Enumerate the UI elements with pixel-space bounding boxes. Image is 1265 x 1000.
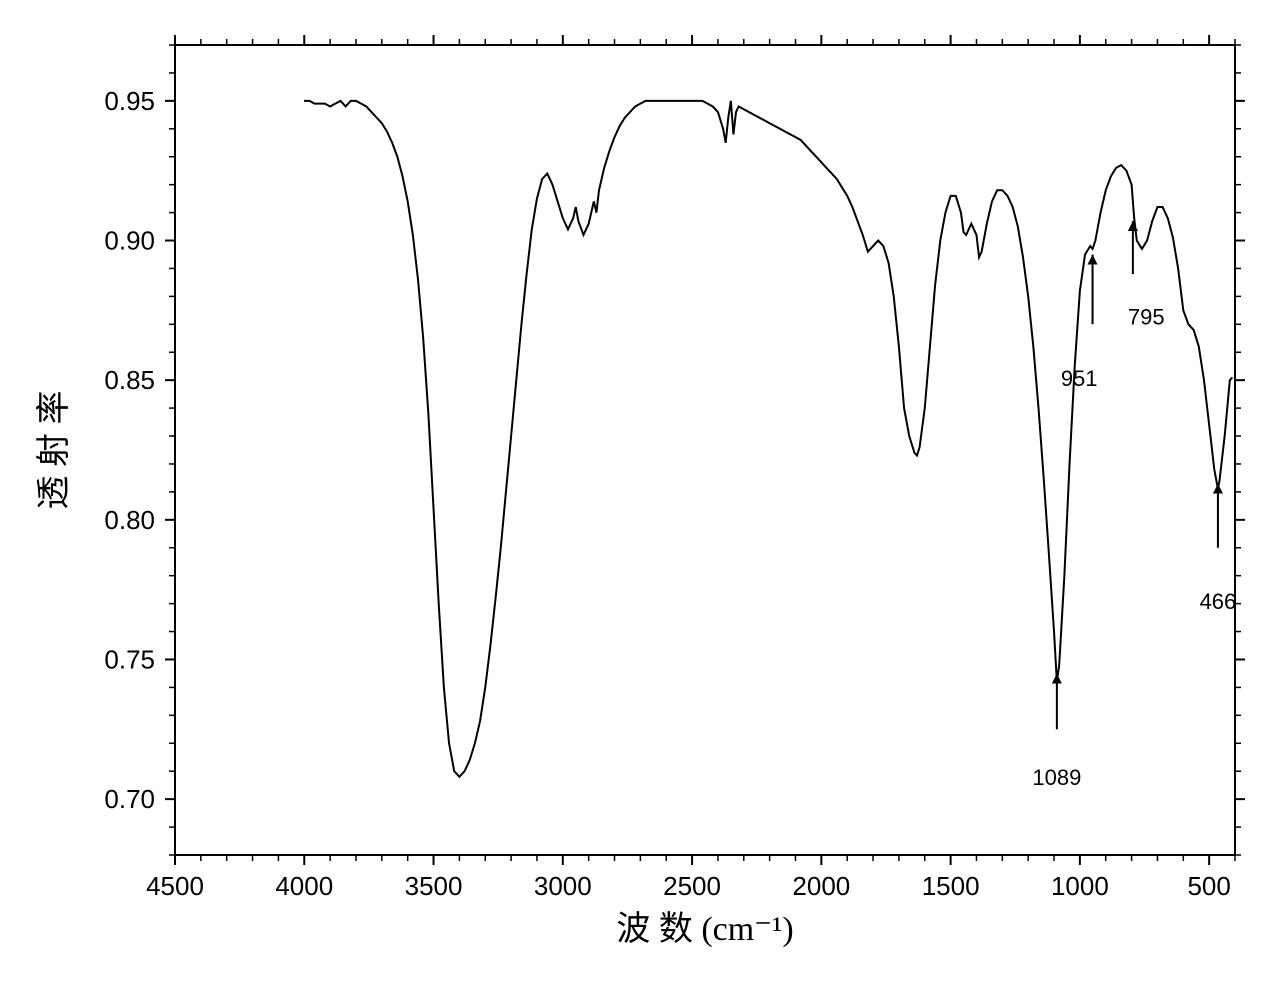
y-axis-label: 透 射 率 [35, 391, 73, 510]
x-axis-label: 波 数 (cm⁻¹) [616, 910, 793, 948]
y-tick-label: 0.85 [104, 365, 155, 395]
x-tick-label: 1000 [1051, 871, 1109, 901]
y-tick-label: 0.70 [104, 784, 155, 814]
x-tick-label: 4000 [275, 871, 333, 901]
y-tick-label: 0.95 [104, 86, 155, 116]
annotation-label: 951 [1061, 366, 1098, 391]
ir-spectrum-chart: 4500 4000 3500 3000 2500 2000 1500 1000 500 0.70 0… [0, 0, 1265, 1000]
x-tick-label: 3000 [534, 871, 592, 901]
x-tick-label: 2000 [792, 871, 850, 901]
chart-svg: 4500 4000 3500 3000 2500 2000 1500 1000 500 0.70 0… [0, 0, 1265, 1000]
x-tick-label: 3500 [405, 871, 463, 901]
annotation-label: 795 [1128, 304, 1165, 329]
y-tick-label: 0.80 [104, 505, 155, 535]
y-tick-label: 0.75 [104, 644, 155, 674]
annotation-label: 1089 [1032, 765, 1081, 790]
annotation-label: 466 [1200, 589, 1237, 614]
y-tick-label: 0.90 [104, 226, 155, 256]
x-tick-label: 4500 [146, 871, 204, 901]
x-tick-label: 500 [1187, 871, 1230, 901]
x-tick-label: 1500 [922, 871, 980, 901]
x-tick-label: 2500 [663, 871, 721, 901]
